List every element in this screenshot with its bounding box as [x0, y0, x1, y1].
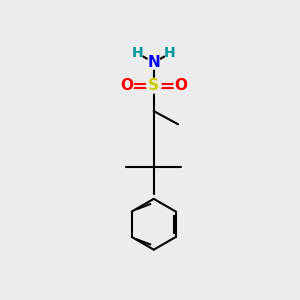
Text: H: H — [164, 46, 176, 60]
Text: S: S — [148, 78, 159, 93]
Circle shape — [121, 79, 134, 92]
Circle shape — [147, 56, 160, 69]
Circle shape — [174, 79, 187, 92]
Text: O: O — [174, 78, 187, 93]
Circle shape — [165, 48, 175, 59]
Text: O: O — [121, 78, 134, 93]
Text: N: N — [147, 55, 160, 70]
Circle shape — [146, 78, 161, 93]
Circle shape — [133, 48, 143, 59]
Text: H: H — [132, 46, 143, 60]
